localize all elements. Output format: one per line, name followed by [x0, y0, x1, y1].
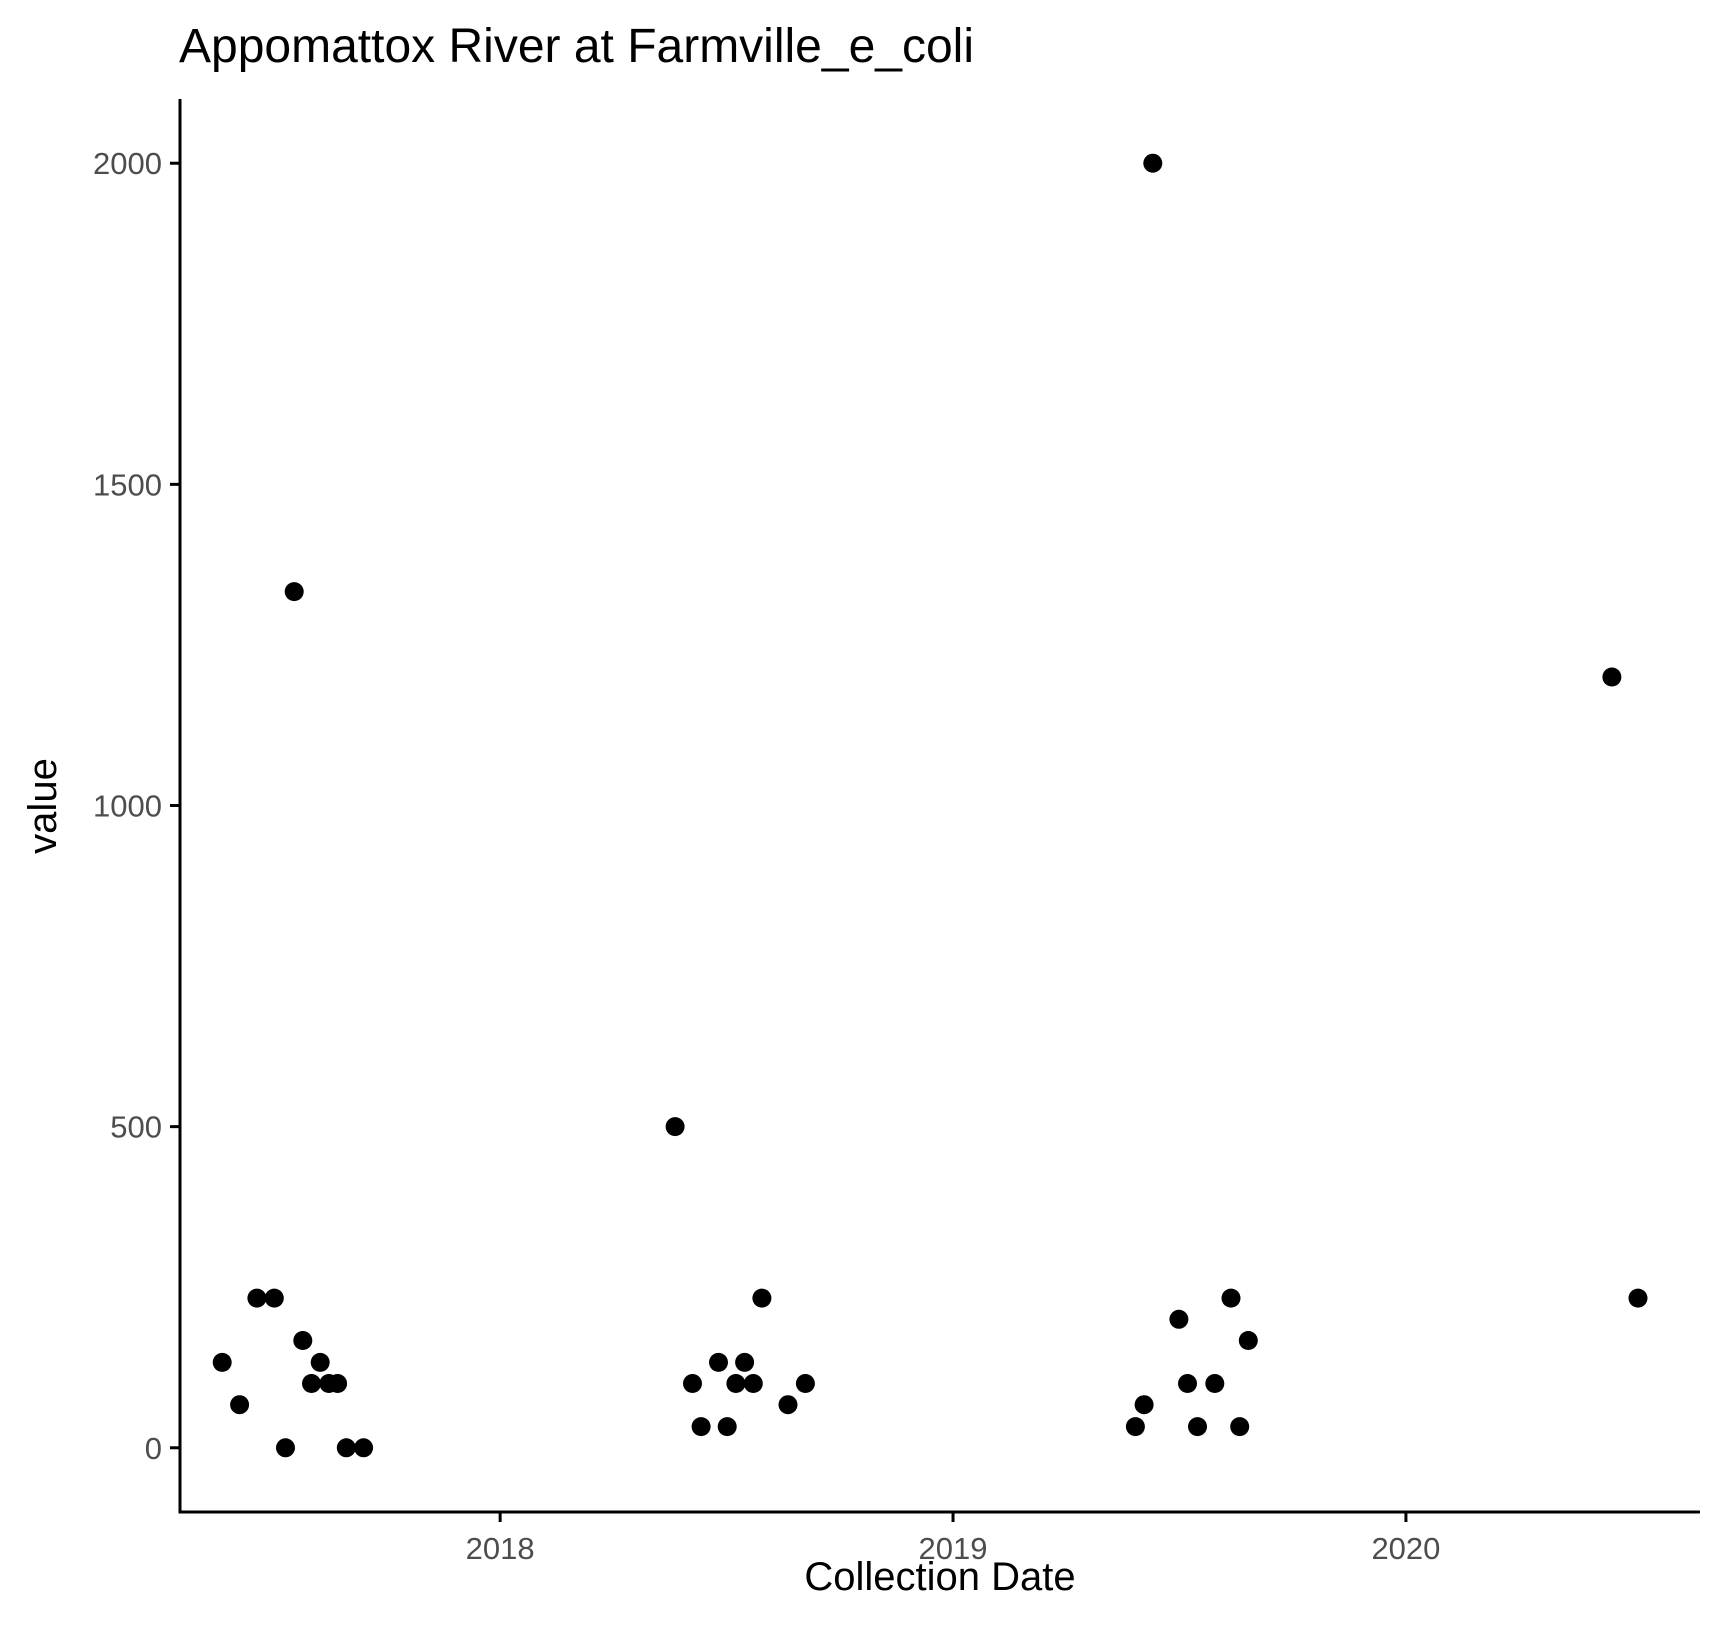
data-point: [665, 1117, 685, 1137]
data-point: [247, 1288, 267, 1308]
data-point: [1602, 667, 1622, 687]
data-point: [264, 1288, 284, 1308]
data-point: [1125, 1417, 1145, 1437]
x-tick-label: 2019: [919, 1531, 988, 1566]
data-point: [1134, 1395, 1154, 1415]
data-point: [310, 1352, 330, 1372]
data-point: [1188, 1417, 1207, 1437]
data-point: [735, 1352, 755, 1372]
data-point: [683, 1374, 702, 1393]
data-point: [743, 1374, 763, 1393]
data-point: [230, 1395, 250, 1415]
y-tick-label: 1000: [93, 789, 162, 824]
data-point: [212, 1352, 232, 1372]
data-point: [1205, 1374, 1225, 1393]
data-point: [1238, 1331, 1258, 1350]
data-point: [284, 582, 304, 602]
x-axis-title: Collection Date: [804, 1555, 1075, 1599]
x-tick-label: 2018: [466, 1531, 535, 1566]
data-point: [293, 1331, 313, 1350]
data-point: [691, 1417, 711, 1437]
x-tick-label: 2020: [1371, 1531, 1440, 1566]
data-point: [1178, 1374, 1197, 1393]
data-point: [752, 1288, 772, 1308]
data-point: [328, 1374, 348, 1393]
y-tick-label: 2000: [93, 146, 162, 181]
y-tick-label: 1500: [93, 467, 162, 502]
data-point: [1230, 1417, 1250, 1437]
data-point: [717, 1417, 737, 1437]
data-point: [778, 1395, 798, 1415]
data-point: [1169, 1309, 1189, 1329]
data-point: [302, 1374, 321, 1393]
data-point: [354, 1438, 374, 1458]
y-axis-title: value: [21, 758, 65, 854]
data-point: [1221, 1288, 1241, 1308]
data-points: [212, 153, 1648, 1458]
y-axis-ticks: 0 500 1000 1500 2000: [93, 146, 180, 1466]
data-point: [276, 1438, 295, 1458]
data-point: [726, 1374, 746, 1393]
x-axis-ticks: 2018 2019 2020: [466, 1512, 1440, 1566]
data-point: [336, 1438, 356, 1458]
y-tick-label: 500: [110, 1110, 162, 1145]
data-point: [1143, 153, 1163, 173]
y-tick-label: 0: [145, 1431, 162, 1466]
chart-title: Appomattox River at Farmville_e_coli: [179, 20, 974, 73]
data-point: [1628, 1288, 1648, 1308]
data-point: [795, 1374, 815, 1393]
data-point: [709, 1352, 728, 1372]
